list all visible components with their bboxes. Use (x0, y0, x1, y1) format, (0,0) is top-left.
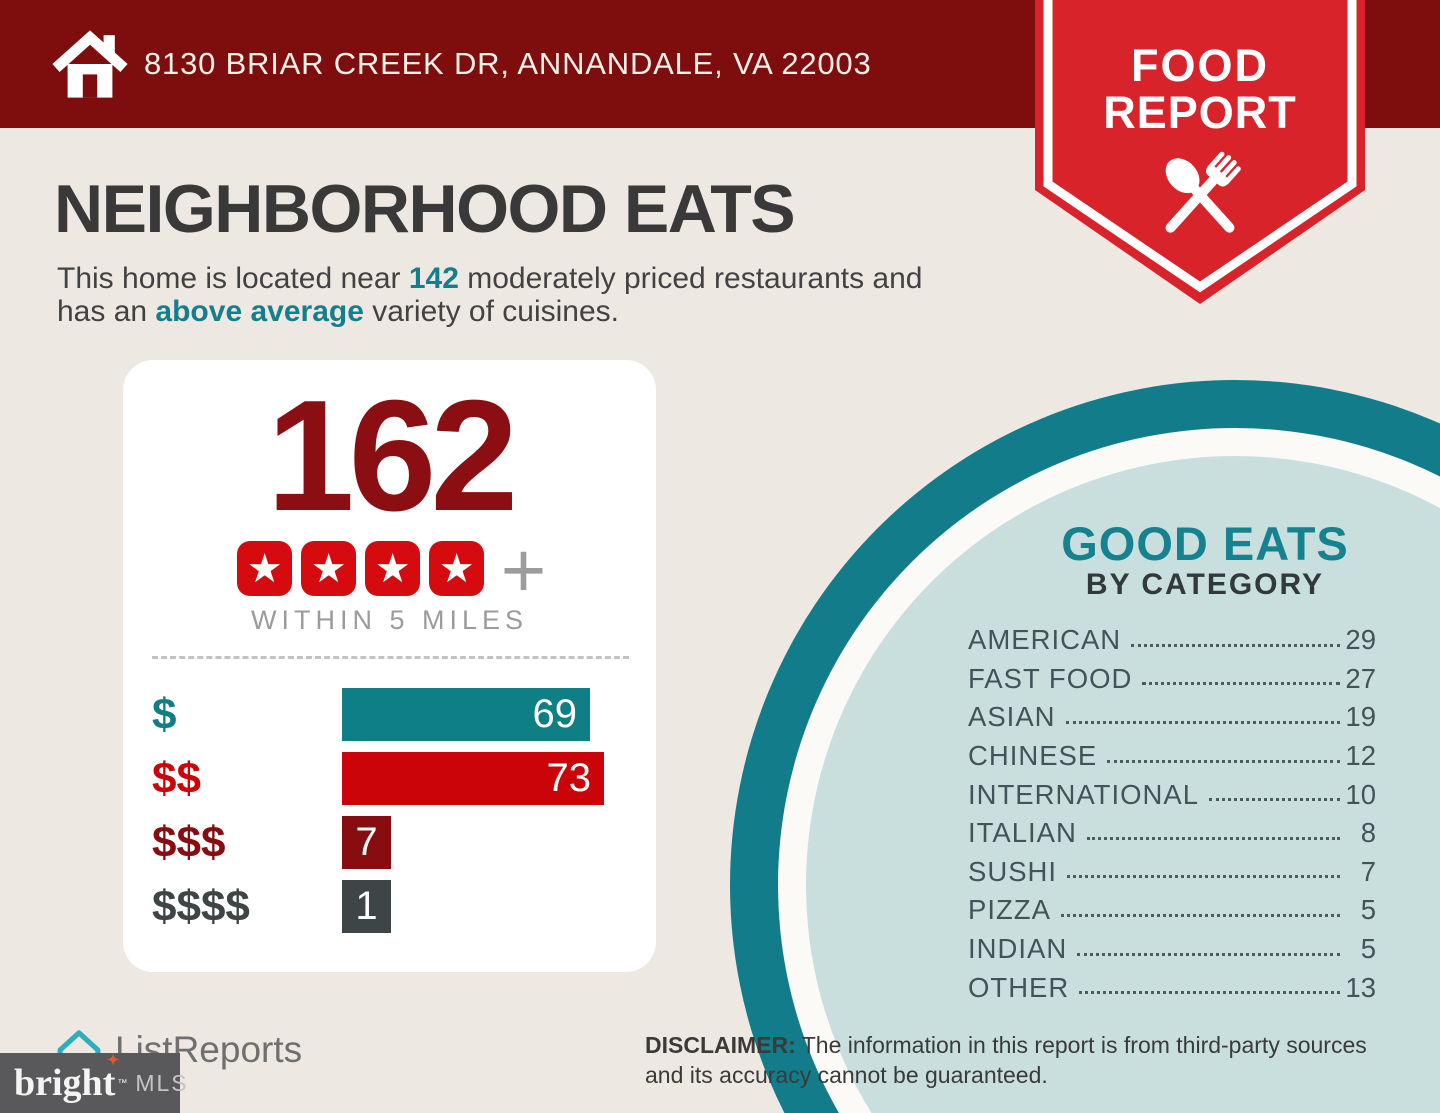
good-eats-category-list: AMERICAN 29 FAST FOOD 27 ASIAN 19 CHINESE 12… (968, 621, 1376, 1007)
dotted-leader (1107, 759, 1340, 763)
category-label: SUSHI (968, 855, 1058, 887)
variety-highlight: above average (155, 295, 364, 328)
price-bar: 69 (342, 688, 590, 741)
price-tier-label: $ (152, 690, 177, 739)
dotted-leader (1086, 836, 1340, 840)
category-value: 5 (1360, 933, 1376, 965)
intro-line1: This home is located near 142 moderately… (57, 262, 923, 295)
price-tier-row: $ 69 (123, 688, 656, 741)
trademark-symbol: ™ (117, 1077, 128, 1089)
category-row: AMERICAN 29 (968, 621, 1376, 660)
dotted-leader (1060, 913, 1340, 917)
food-report-ribbon: FOOD REPORT (1035, 0, 1365, 306)
dotted-leader (1077, 952, 1340, 956)
price-bar: 1 (342, 880, 391, 933)
mls-label: MLS (135, 1069, 189, 1096)
price-bar: 73 (342, 752, 604, 805)
bright-wordmark: bright ✦ (14, 1053, 120, 1104)
intro-line2: has an above average variety of cuisines… (57, 295, 619, 328)
category-value: 10 (1345, 778, 1376, 810)
price-bar-value: 7 (355, 820, 378, 864)
intro-paragraph: This home is located near 142 moderately… (57, 262, 923, 328)
category-value: 8 (1360, 817, 1376, 849)
dotted-leader (1131, 643, 1340, 647)
category-row: ITALIAN 8 (968, 814, 1376, 853)
bright-mls-logo: bright ✦ ™ MLS (0, 1053, 187, 1113)
category-row: CHINESE 12 (968, 737, 1376, 776)
good-eats-subtitle: BY CATEGORY (1085, 568, 1325, 601)
good-eats-title: GOOD EATS (1061, 517, 1349, 570)
dashed-divider (152, 656, 629, 659)
category-value: 12 (1345, 740, 1376, 772)
ribbon-title-line2: REPORT (1103, 87, 1297, 138)
category-value: 19 (1345, 701, 1376, 733)
star-icon: ★ (301, 540, 357, 596)
price-bar-value: 1 (355, 884, 378, 928)
dotted-leader (1067, 875, 1340, 879)
disclaimer-text: The information in this report is from t… (645, 1032, 1367, 1088)
category-label: INTERNATIONAL (968, 778, 1199, 810)
restaurant-count-highlight: 142 (408, 262, 459, 295)
dotted-leader (1209, 798, 1340, 802)
restaurant-summary-card: 162 ★ ★ ★ ★ + WITHIN 5 MILES $ 69 $$ 73 $$$ … (123, 360, 656, 972)
price-bar: 7 (342, 816, 391, 869)
ribbon-shape (1035, 0, 1365, 304)
price-tier-chart: $ 69 $$ 73 $$$ 7 $$$$ 1 (123, 688, 656, 944)
home-icon (52, 30, 128, 98)
category-label: ASIAN (968, 701, 1056, 733)
crossed-spoon-fork-icon (1165, 151, 1241, 233)
category-label: FAST FOOD (968, 662, 1133, 694)
price-tier-label: $$ (152, 754, 201, 803)
price-tier-label: $$$ (152, 818, 226, 867)
price-tier-label: $$$$ (152, 882, 250, 931)
bright-star-icon: ✦ (106, 1053, 120, 1069)
page-title: NEIGHBORHOOD EATS (54, 171, 796, 247)
ribbon-title-line1: FOOD (1131, 40, 1269, 91)
star-rating: ★ ★ ★ ★ + (123, 526, 656, 614)
dotted-leader (1079, 991, 1340, 995)
category-label: INDIAN (968, 933, 1068, 965)
category-label: PIZZA (968, 894, 1051, 926)
star-icon: ★ (365, 540, 421, 596)
category-label: CHINESE (968, 740, 1098, 772)
radius-label: WITHIN 5 MILES (250, 605, 529, 635)
category-row: INTERNATIONAL 10 (968, 775, 1376, 814)
category-row: OTHER 13 (968, 968, 1376, 1007)
category-value: 29 (1345, 624, 1376, 656)
price-bar-value: 73 (546, 756, 592, 800)
category-row: FAST FOOD 27 (968, 660, 1376, 699)
disclaimer: DISCLAIMER: The information in this repo… (645, 1030, 1393, 1090)
category-value: 13 (1345, 971, 1376, 1003)
property-address: 8130 BRIAR CREEK DR, ANNANDALE, VA 22003 (144, 46, 872, 81)
category-row: ASIAN 19 (968, 698, 1376, 737)
price-tier-row: $$$$ 1 (123, 880, 656, 933)
star-icon: ★ (237, 540, 293, 596)
category-label: AMERICAN (968, 624, 1122, 656)
category-row: PIZZA 5 (968, 891, 1376, 930)
category-row: SUSHI 7 (968, 853, 1376, 892)
plus-icon: + (500, 526, 547, 614)
price-tier-row: $$$ 7 (123, 816, 656, 869)
price-tier-row: $$ 73 (123, 752, 656, 805)
price-bar-value: 69 (532, 692, 578, 736)
category-value: 7 (1360, 855, 1376, 887)
restaurant-count: 162 (266, 368, 519, 544)
dotted-leader (1065, 720, 1340, 724)
category-label: ITALIAN (968, 817, 1077, 849)
category-row: INDIAN 5 (968, 930, 1376, 969)
disclaimer-label: DISCLAIMER: (645, 1032, 796, 1058)
category-label: OTHER (968, 971, 1070, 1003)
category-value: 5 (1360, 894, 1376, 926)
dotted-leader (1142, 682, 1340, 686)
star-icon: ★ (429, 540, 485, 596)
category-value: 27 (1345, 662, 1376, 694)
